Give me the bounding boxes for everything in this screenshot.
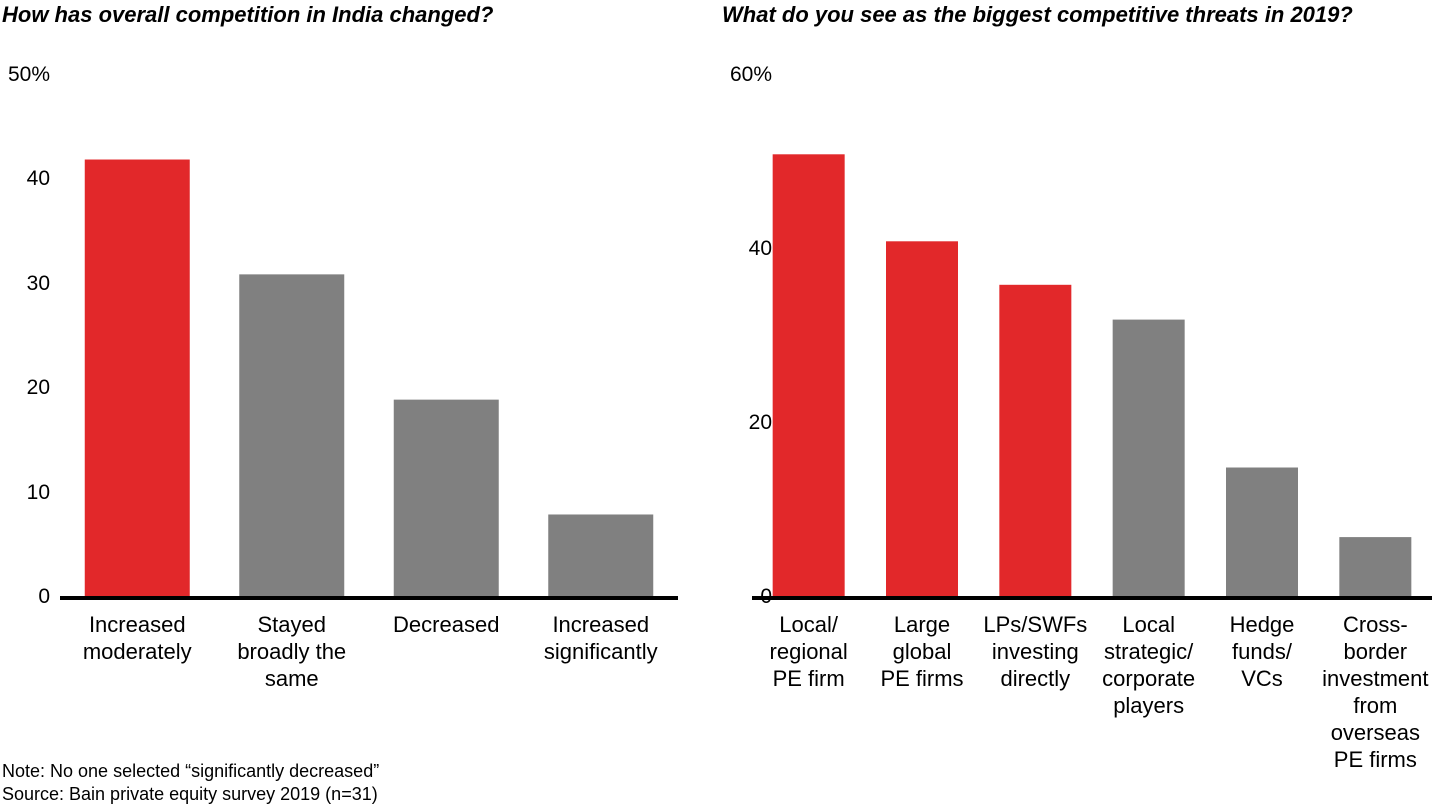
source: Source: Bain private equity survey 2019 … [2, 784, 378, 804]
x-tick-label: Increased significantly [543, 612, 658, 664]
chart-title: How has overall competition in India cha… [2, 2, 494, 27]
y-tick-label: 10 [26, 480, 50, 504]
x-tick-label: Increased moderately [82, 612, 192, 664]
y-tick-label: 20 [26, 376, 50, 400]
bar [1112, 319, 1185, 598]
y-tick-label: 40 [26, 167, 50, 191]
bar [1339, 537, 1412, 598]
bar [548, 514, 654, 598]
y-tick-label: 20 [748, 411, 772, 434]
x-tick-label: Local strategic/ corporate players [1102, 612, 1196, 718]
y-tick-label: 40 [748, 237, 772, 260]
y-tick-label: 0 [38, 585, 50, 608]
x-tick-label: Hedge funds/ VCs [1229, 612, 1295, 691]
y-tick-label: 50% [7, 63, 50, 86]
x-tick-label: Local/ regional PE firm [769, 612, 848, 691]
bar [999, 284, 1072, 598]
bar [239, 274, 345, 598]
x-tick-label: Cross- border investment from overseas P… [1322, 612, 1429, 772]
x-tick-label: Stayed broadly the same [237, 612, 347, 691]
bar [84, 159, 190, 598]
y-tick-label: 0 [760, 585, 772, 608]
bar [1226, 467, 1298, 598]
x-tick-label: LPs/SWFs investing directly [983, 612, 1088, 691]
x-tick-label: Decreased [393, 612, 500, 637]
bar [772, 154, 845, 599]
note: Note: No one selected “significantly dec… [2, 761, 380, 781]
bar [393, 399, 499, 598]
y-tick-label: 60% [729, 63, 772, 86]
x-tick-label: Large global PE firms [880, 612, 964, 691]
chart-title: What do you see as the biggest competiti… [722, 2, 1353, 27]
y-tick-label: 30 [26, 271, 50, 295]
bar [886, 241, 958, 599]
